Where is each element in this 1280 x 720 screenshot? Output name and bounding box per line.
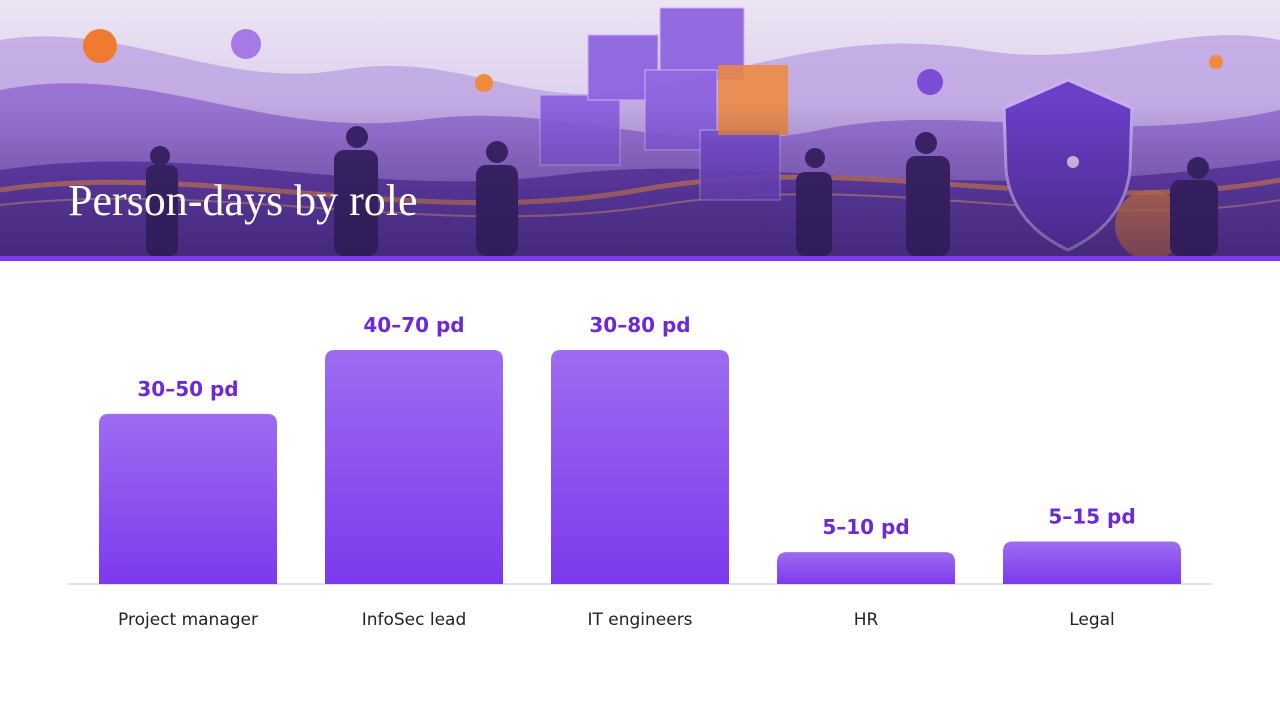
value-label: 5–10 pd <box>822 515 909 539</box>
bar <box>1003 541 1181 584</box>
value-label: 40–70 pd <box>363 313 464 337</box>
bar <box>325 350 503 584</box>
bar <box>99 413 277 584</box>
banner <box>0 0 1280 261</box>
category-label: Legal <box>1069 610 1115 630</box>
category-label: InfoSec lead <box>362 610 467 630</box>
value-label: 30–80 pd <box>589 313 690 337</box>
category-label: HR <box>854 610 879 630</box>
bar <box>551 350 729 584</box>
category-label: IT engineers <box>587 610 692 630</box>
value-label: 5–15 pd <box>1048 504 1135 528</box>
chart-title: Person-days by role <box>68 176 418 225</box>
category-label: Project manager <box>118 610 258 630</box>
value-label: 30–50 pd <box>137 377 238 401</box>
bar <box>777 552 955 584</box>
